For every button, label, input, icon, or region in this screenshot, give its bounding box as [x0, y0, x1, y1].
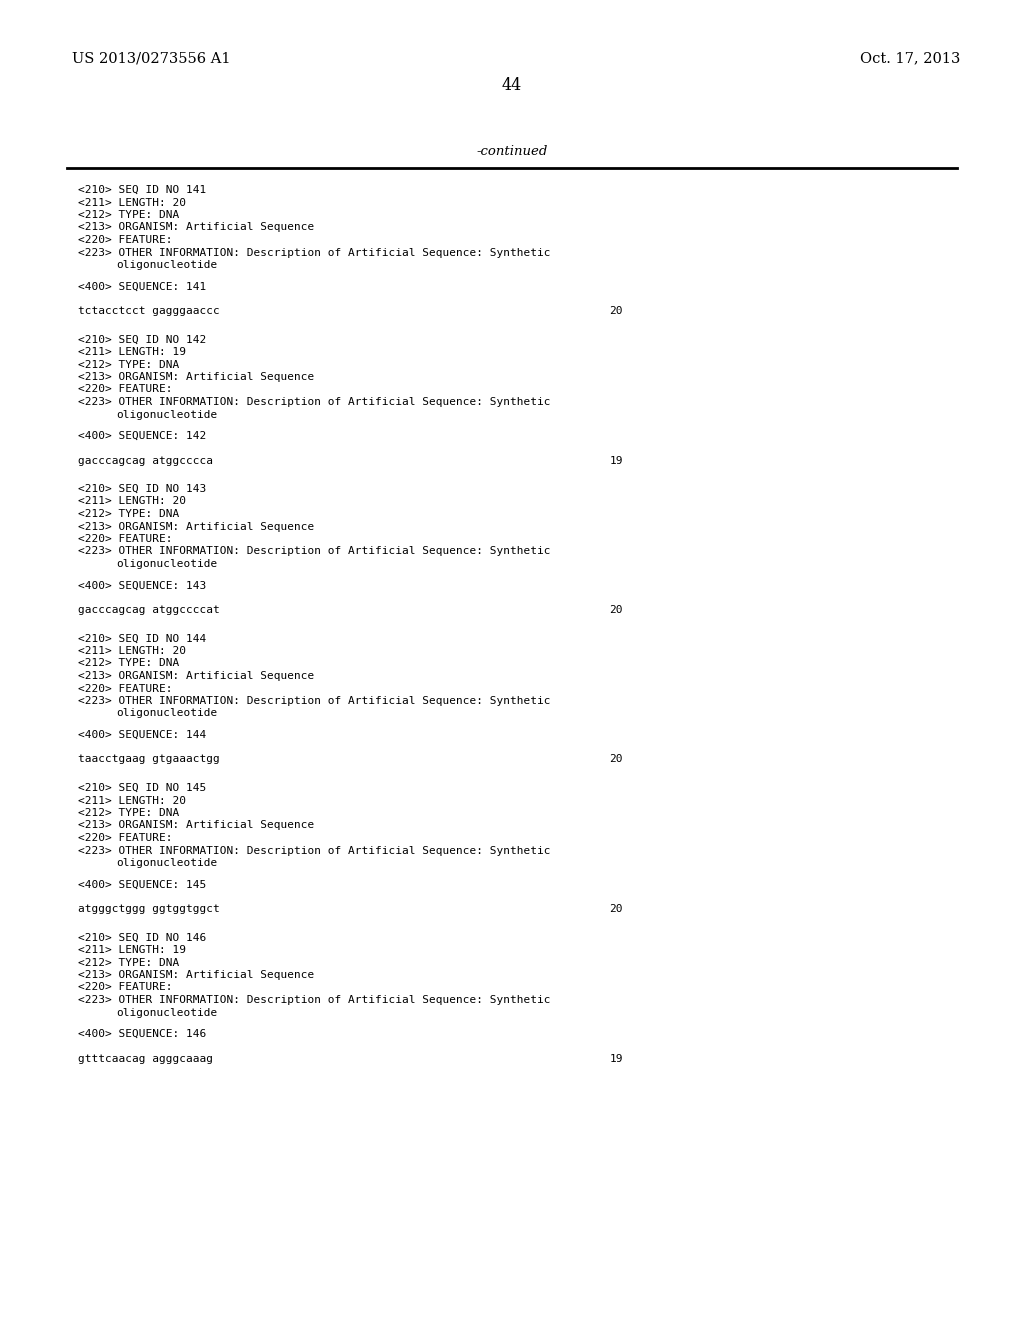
Text: <400> SEQUENCE: 141: <400> SEQUENCE: 141 — [78, 281, 206, 292]
Text: <210> SEQ ID NO 141: <210> SEQ ID NO 141 — [78, 185, 206, 195]
Text: 20: 20 — [609, 904, 623, 913]
Text: <213> ORGANISM: Artificial Sequence: <213> ORGANISM: Artificial Sequence — [78, 521, 314, 532]
Text: <211> LENGTH: 20: <211> LENGTH: 20 — [78, 796, 186, 805]
Text: <400> SEQUENCE: 145: <400> SEQUENCE: 145 — [78, 879, 206, 890]
Text: 20: 20 — [609, 605, 623, 615]
Text: <400> SEQUENCE: 142: <400> SEQUENCE: 142 — [78, 432, 206, 441]
Text: <211> LENGTH: 19: <211> LENGTH: 19 — [78, 945, 186, 954]
Text: <400> SEQUENCE: 146: <400> SEQUENCE: 146 — [78, 1030, 206, 1039]
Text: <213> ORGANISM: Artificial Sequence: <213> ORGANISM: Artificial Sequence — [78, 821, 314, 830]
Text: <212> TYPE: DNA: <212> TYPE: DNA — [78, 510, 179, 519]
Text: <211> LENGTH: 20: <211> LENGTH: 20 — [78, 496, 186, 507]
Text: 19: 19 — [609, 455, 623, 466]
Text: gtttcaacag agggcaaag: gtttcaacag agggcaaag — [78, 1053, 213, 1064]
Text: oligonucleotide: oligonucleotide — [116, 1007, 217, 1018]
Text: oligonucleotide: oligonucleotide — [116, 260, 217, 271]
Text: <212> TYPE: DNA: <212> TYPE: DNA — [78, 957, 179, 968]
Text: <220> FEATURE:: <220> FEATURE: — [78, 684, 172, 693]
Text: <212> TYPE: DNA: <212> TYPE: DNA — [78, 659, 179, 668]
Text: <211> LENGTH: 20: <211> LENGTH: 20 — [78, 198, 186, 207]
Text: <223> OTHER INFORMATION: Description of Artificial Sequence: Synthetic: <223> OTHER INFORMATION: Description of … — [78, 248, 551, 257]
Text: 19: 19 — [609, 1053, 623, 1064]
Text: <213> ORGANISM: Artificial Sequence: <213> ORGANISM: Artificial Sequence — [78, 671, 314, 681]
Text: <212> TYPE: DNA: <212> TYPE: DNA — [78, 210, 179, 220]
Text: <210> SEQ ID NO 145: <210> SEQ ID NO 145 — [78, 783, 206, 793]
Text: US 2013/0273556 A1: US 2013/0273556 A1 — [72, 51, 230, 65]
Text: <211> LENGTH: 19: <211> LENGTH: 19 — [78, 347, 186, 356]
Text: <223> OTHER INFORMATION: Description of Artificial Sequence: Synthetic: <223> OTHER INFORMATION: Description of … — [78, 397, 551, 407]
Text: <210> SEQ ID NO 144: <210> SEQ ID NO 144 — [78, 634, 206, 644]
Text: 20: 20 — [609, 306, 623, 315]
Text: oligonucleotide: oligonucleotide — [116, 709, 217, 718]
Text: <220> FEATURE:: <220> FEATURE: — [78, 235, 172, 246]
Text: <210> SEQ ID NO 146: <210> SEQ ID NO 146 — [78, 932, 206, 942]
Text: <400> SEQUENCE: 143: <400> SEQUENCE: 143 — [78, 581, 206, 590]
Text: <210> SEQ ID NO 143: <210> SEQ ID NO 143 — [78, 484, 206, 494]
Text: gacccagcag atggccccat: gacccagcag atggccccat — [78, 605, 220, 615]
Text: oligonucleotide: oligonucleotide — [116, 409, 217, 420]
Text: atgggctggg ggtggtggct: atgggctggg ggtggtggct — [78, 904, 220, 913]
Text: Oct. 17, 2013: Oct. 17, 2013 — [859, 51, 961, 65]
Text: 44: 44 — [502, 77, 522, 94]
Text: <223> OTHER INFORMATION: Description of Artificial Sequence: Synthetic: <223> OTHER INFORMATION: Description of … — [78, 696, 551, 706]
Text: <213> ORGANISM: Artificial Sequence: <213> ORGANISM: Artificial Sequence — [78, 372, 314, 381]
Text: <223> OTHER INFORMATION: Description of Artificial Sequence: Synthetic: <223> OTHER INFORMATION: Description of … — [78, 846, 551, 855]
Text: <211> LENGTH: 20: <211> LENGTH: 20 — [78, 645, 186, 656]
Text: oligonucleotide: oligonucleotide — [116, 558, 217, 569]
Text: oligonucleotide: oligonucleotide — [116, 858, 217, 869]
Text: 20: 20 — [609, 755, 623, 764]
Text: <213> ORGANISM: Artificial Sequence: <213> ORGANISM: Artificial Sequence — [78, 970, 314, 979]
Text: <220> FEATURE:: <220> FEATURE: — [78, 535, 172, 544]
Text: <400> SEQUENCE: 144: <400> SEQUENCE: 144 — [78, 730, 206, 741]
Text: -continued: -continued — [476, 145, 548, 158]
Text: <212> TYPE: DNA: <212> TYPE: DNA — [78, 808, 179, 818]
Text: <223> OTHER INFORMATION: Description of Artificial Sequence: Synthetic: <223> OTHER INFORMATION: Description of … — [78, 995, 551, 1005]
Text: <220> FEATURE:: <220> FEATURE: — [78, 833, 172, 843]
Text: gacccagcag atggcccca: gacccagcag atggcccca — [78, 455, 213, 466]
Text: <220> FEATURE:: <220> FEATURE: — [78, 982, 172, 993]
Text: taacctgaag gtgaaactgg: taacctgaag gtgaaactgg — [78, 755, 220, 764]
Text: <213> ORGANISM: Artificial Sequence: <213> ORGANISM: Artificial Sequence — [78, 223, 314, 232]
Text: <220> FEATURE:: <220> FEATURE: — [78, 384, 172, 395]
Text: <223> OTHER INFORMATION: Description of Artificial Sequence: Synthetic: <223> OTHER INFORMATION: Description of … — [78, 546, 551, 557]
Text: tctacctcct gagggaaccc: tctacctcct gagggaaccc — [78, 306, 220, 315]
Text: <212> TYPE: DNA: <212> TYPE: DNA — [78, 359, 179, 370]
Text: <210> SEQ ID NO 142: <210> SEQ ID NO 142 — [78, 334, 206, 345]
